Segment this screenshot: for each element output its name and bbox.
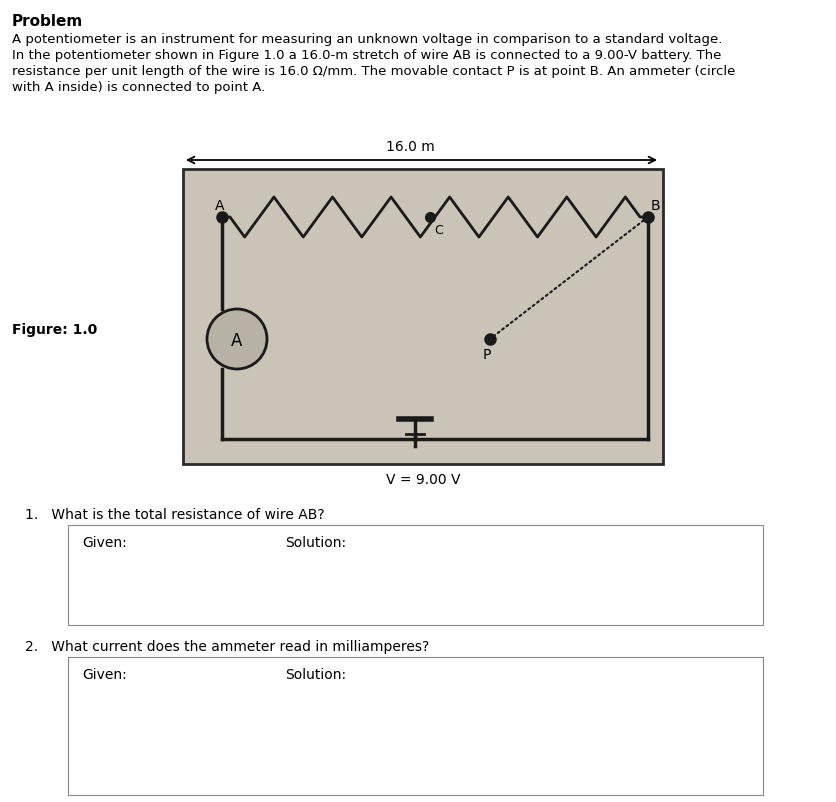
Text: Given:: Given:	[82, 667, 126, 681]
Text: with A inside) is connected to point A.: with A inside) is connected to point A.	[12, 81, 265, 94]
Text: Given:: Given:	[82, 535, 126, 549]
Text: A potentiometer is an instrument for measuring an unknown voltage in comparison : A potentiometer is an instrument for mea…	[12, 33, 721, 46]
Text: Solution:: Solution:	[285, 535, 346, 549]
Text: A: A	[215, 199, 225, 213]
Text: V = 9.00 V: V = 9.00 V	[385, 472, 460, 486]
Text: A: A	[231, 331, 242, 350]
Bar	[68, 657, 762, 795]
Text: P: P	[482, 347, 491, 362]
Text: Figure: 1.0: Figure: 1.0	[12, 322, 97, 337]
Circle shape	[206, 310, 267, 370]
Text: In the potentiometer shown in Figure 1.0 a 16.0-m stretch of wire AB is connecte: In the potentiometer shown in Figure 1.0…	[12, 49, 721, 62]
Text: B: B	[650, 199, 660, 213]
Text: 16.0 m: 16.0 m	[385, 140, 434, 154]
Text: 2.   What current does the ammeter read in milliamperes?: 2. What current does the ammeter read in…	[25, 639, 429, 653]
Text: C: C	[434, 224, 442, 237]
Bar	[183, 170, 662, 464]
Text: resistance per unit length of the wire is 16.0 Ω/mm. The movable contact P is at: resistance per unit length of the wire i…	[12, 65, 735, 78]
Bar	[68, 525, 762, 626]
Text: 1.   What is the total resistance of wire AB?: 1. What is the total resistance of wire …	[25, 508, 324, 521]
Text: Problem: Problem	[12, 14, 83, 29]
Text: Solution:: Solution:	[285, 667, 346, 681]
